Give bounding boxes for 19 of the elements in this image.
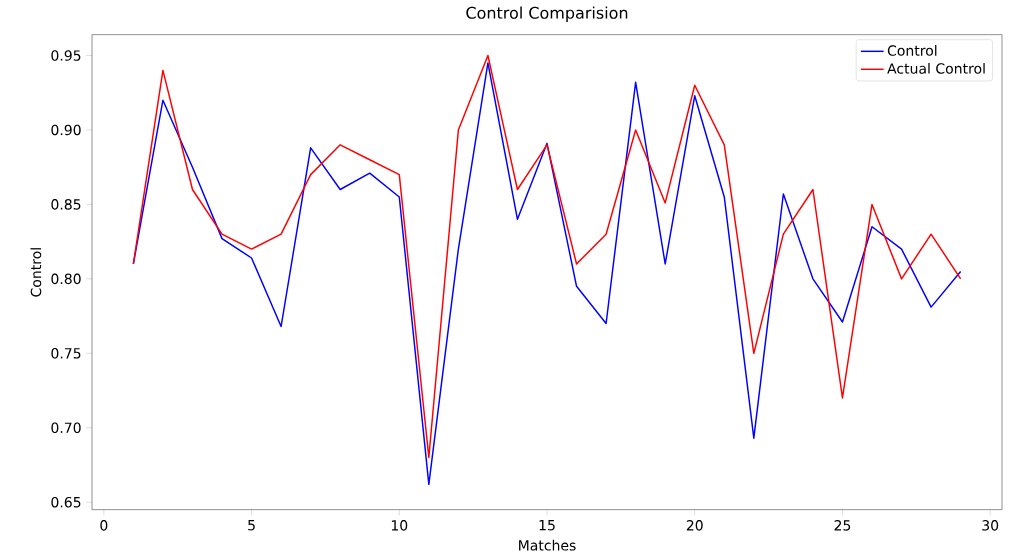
legend-label: Control xyxy=(887,45,937,56)
x-tick-label: 0 xyxy=(100,520,108,531)
y-tick-label: 0.90 xyxy=(51,124,81,136)
y-tick-label: 0.65 xyxy=(51,496,81,508)
x-tick-label: 10 xyxy=(391,520,408,531)
x-tick-label: 25 xyxy=(834,520,851,531)
x-tick-label: 5 xyxy=(248,520,255,531)
x-tick-label: 20 xyxy=(686,520,703,531)
y-tick-label: 0.95 xyxy=(51,50,81,61)
legend-label: Actual Control xyxy=(887,62,985,74)
chart-title: Control Comparision xyxy=(466,6,628,22)
x-axis-title: Matches xyxy=(519,539,576,551)
y-tick-label: 0.80 xyxy=(51,273,81,285)
y-tick-label: 0.70 xyxy=(51,422,81,434)
y-tick-label: 0.85 xyxy=(51,199,81,210)
y-tick-label: 0.75 xyxy=(51,348,81,359)
x-tick-label: 15 xyxy=(539,520,555,531)
x-tick-label: 30 xyxy=(982,520,999,531)
y-axis-title: Control xyxy=(30,248,42,297)
